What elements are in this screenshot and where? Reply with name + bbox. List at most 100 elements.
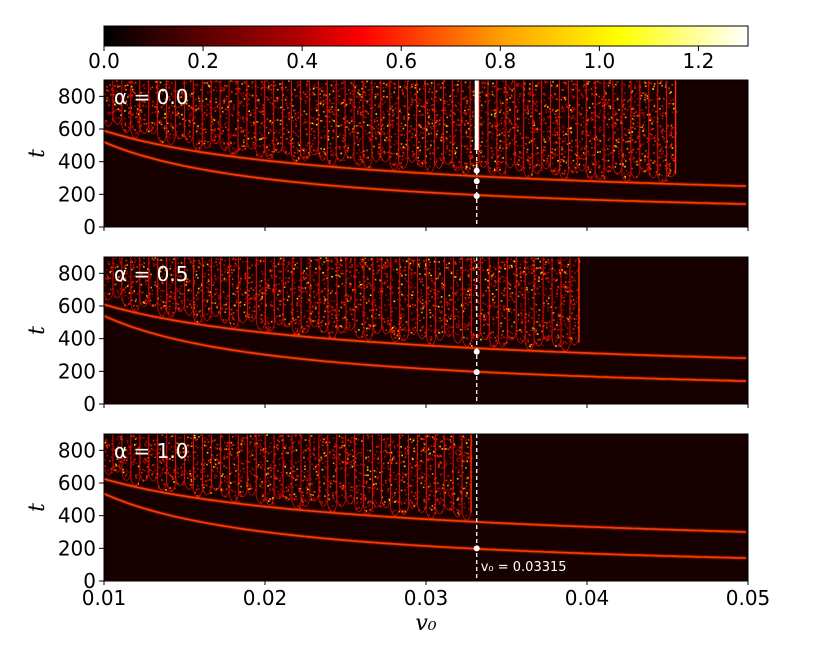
chaos-speckle — [235, 258, 237, 261]
chaos-speckle — [304, 151, 306, 153]
chaos-speckle — [256, 154, 258, 156]
chaos-speckle — [280, 300, 282, 302]
chaos-speckle — [509, 119, 511, 122]
chaos-speckle — [466, 102, 468, 105]
chaos-speckle — [459, 124, 461, 126]
chaos-speckle — [277, 142, 280, 144]
chaos-speckle — [233, 132, 236, 135]
chaos-speckle — [362, 312, 365, 315]
chaos-speckle — [417, 156, 419, 159]
chaos-speckle — [422, 306, 425, 308]
chaos-speckle — [586, 120, 589, 123]
chaos-speckle — [590, 88, 593, 90]
chaos-speckle — [337, 98, 339, 101]
chaos-speckle — [565, 133, 567, 135]
chaos-speckle — [378, 102, 381, 105]
chaos-speckle — [571, 140, 573, 142]
chaos-finger-edge — [567, 80, 578, 174]
chaos-speckle — [155, 123, 158, 125]
chaos-speckle — [154, 106, 156, 108]
chaos-finger-edge — [291, 257, 302, 336]
chaos-speckle — [414, 287, 416, 289]
chaos-speckle — [653, 83, 656, 85]
chaos-speckle — [194, 311, 196, 314]
chaos-speckle — [114, 103, 116, 106]
chaos-speckle — [666, 140, 668, 143]
chaos-speckle — [358, 89, 360, 92]
chaos-speckle — [339, 133, 341, 136]
chaos-speckle — [330, 331, 333, 333]
chaos-speckle — [494, 109, 497, 112]
chaos-speckle — [340, 103, 343, 105]
chaos-speckle — [169, 123, 171, 125]
chaos-speckle — [618, 153, 620, 155]
chaos-speckle — [554, 131, 557, 133]
chaos-speckle — [602, 134, 605, 137]
chaos-speckle — [404, 327, 406, 329]
chaos-speckle — [110, 270, 113, 272]
chaos-speckle — [390, 314, 393, 316]
chaos-speckle — [516, 109, 519, 112]
chaos-speckle — [306, 321, 308, 323]
chaos-speckle — [215, 278, 217, 281]
chaos-speckle — [550, 84, 553, 87]
chaos-speckle — [341, 102, 343, 104]
chaos-speckle — [524, 83, 526, 86]
chaos-speckle — [592, 86, 595, 88]
chaos-speckle — [418, 315, 420, 318]
chaos-speckle — [232, 258, 234, 261]
chaos-speckle — [182, 118, 184, 120]
chaos-speckle — [125, 88, 127, 91]
chaos-speckle — [535, 100, 538, 102]
chaos-speckle — [126, 83, 128, 85]
chaos-speckle — [596, 103, 598, 106]
chaos-speckle — [502, 102, 504, 105]
chaos-speckle — [453, 142, 456, 144]
chaos-speckle — [635, 151, 638, 154]
chaos-speckle — [261, 314, 263, 316]
chaos-speckle — [377, 127, 380, 130]
chaos-speckle — [358, 140, 360, 143]
chaos-speckle — [120, 97, 122, 100]
chaos-speckle — [340, 159, 342, 162]
chaos-speckle — [507, 118, 510, 120]
chaos-speckle — [441, 153, 443, 155]
chaos-speckle — [131, 292, 134, 294]
chaos-speckle — [377, 272, 379, 274]
chaos-speckle — [552, 81, 554, 83]
chaos-speckle — [146, 98, 149, 101]
chaos-speckle — [643, 116, 646, 119]
chaos-speckle — [221, 126, 223, 129]
chaos-speckle — [630, 96, 633, 98]
chaos-speckle — [253, 136, 256, 138]
chaos-speckle — [583, 125, 585, 128]
chaos-speckle — [170, 314, 173, 316]
chaos-speckle — [384, 152, 386, 154]
chaos-speckle — [435, 158, 438, 160]
chaos-speckle — [107, 89, 110, 92]
chaos-speckle — [536, 131, 538, 133]
chaos-speckle — [259, 111, 262, 113]
chaos-speckle — [306, 96, 308, 98]
chaos-speckle — [510, 88, 512, 90]
chaos-speckle — [109, 111, 112, 114]
chaos-speckle — [546, 157, 549, 160]
chaos-speckle — [305, 277, 307, 279]
chaos-speckle — [614, 121, 616, 124]
chaos-speckle — [357, 125, 360, 127]
chaos-speckle — [268, 121, 271, 123]
chaos-speckle — [225, 146, 227, 148]
chaos-speckle — [364, 99, 366, 101]
chaos-speckle — [582, 117, 584, 119]
chaos-speckle — [301, 114, 304, 117]
chaos-speckle — [217, 81, 219, 83]
chaos-speckle — [649, 116, 652, 119]
chaos-speckle — [358, 149, 361, 151]
chaos-speckle — [200, 123, 203, 126]
chaos-speckle — [387, 151, 390, 153]
chaos-speckle — [107, 276, 109, 279]
chaos-speckle — [647, 140, 649, 143]
chaos-speckle — [602, 119, 605, 122]
chaos-speckle — [423, 106, 426, 108]
chaos-speckle — [538, 164, 541, 167]
